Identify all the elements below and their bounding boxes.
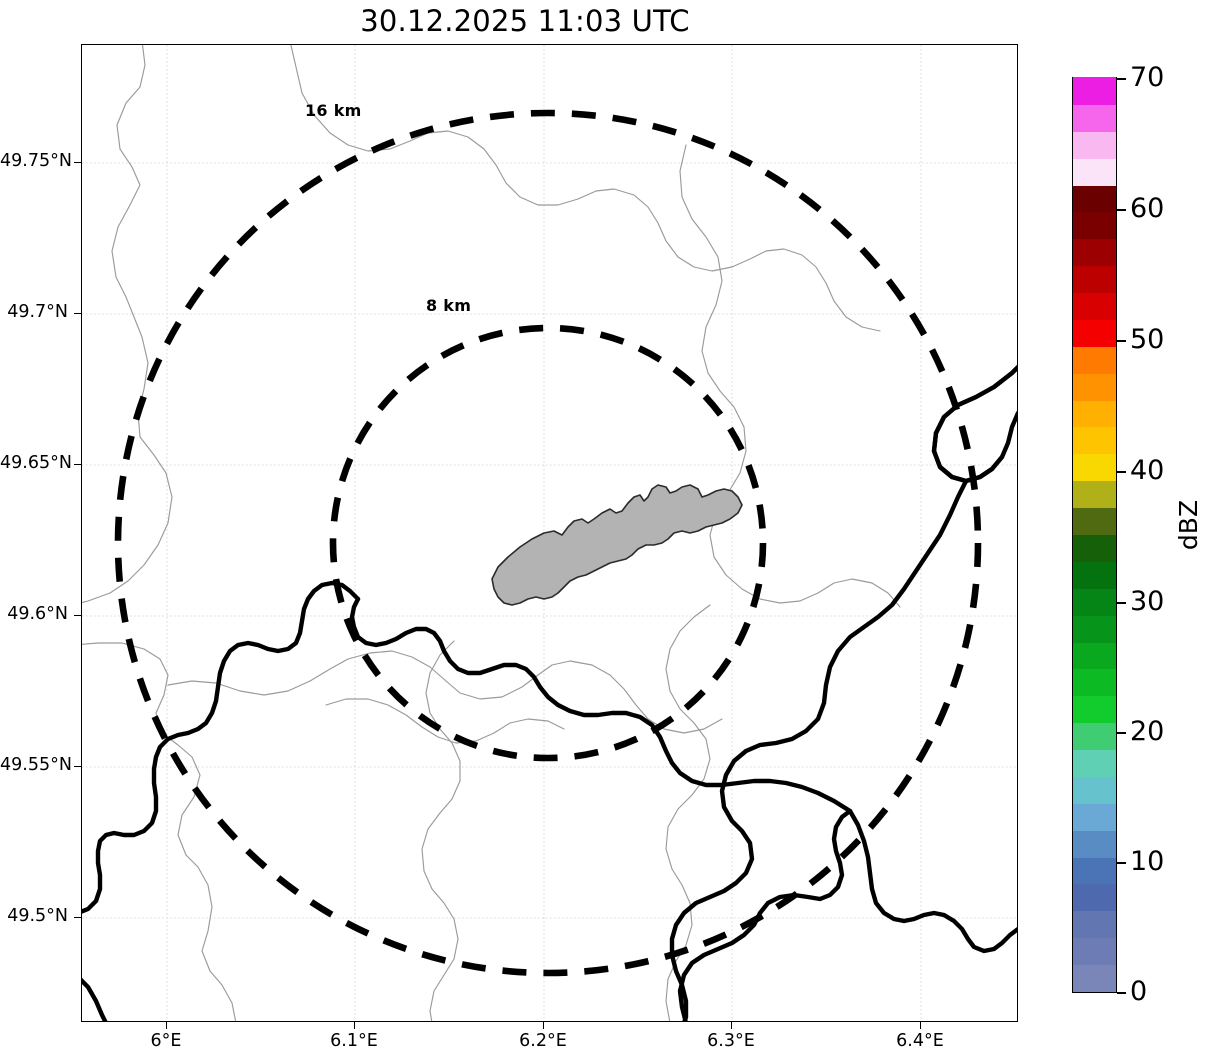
colorbar-tick-40: [1117, 471, 1126, 473]
colorbar-band: [1073, 561, 1116, 589]
colorbar-band: [1073, 749, 1116, 777]
colorbar-tick-50: [1117, 340, 1126, 342]
range-rings: [114, 109, 982, 977]
colorbar-tick-label-20: 20: [1130, 716, 1165, 747]
city-area-polygon: [491, 484, 743, 606]
colorbar-axis-label: dBZ: [1173, 499, 1203, 551]
y-tick-mark-49.5: [74, 916, 81, 919]
colorbar-band: [1073, 937, 1116, 966]
x-tick-mark-6.2: [542, 1022, 545, 1029]
colorbar-band: [1073, 265, 1116, 294]
colorbar-band: [1073, 184, 1116, 213]
colorbar-band: [1073, 722, 1116, 751]
y-tick-label-49.75: 49.75°N: [0, 151, 72, 171]
y-tick-mark-49.75: [74, 161, 81, 164]
colorbar-band: [1073, 373, 1116, 401]
colorbar-tick-20: [1117, 732, 1126, 734]
x-tick-label-6: 6°E: [150, 1031, 182, 1051]
range-ring-label-16km: 16 km: [305, 101, 362, 120]
colorbar-band: [1073, 857, 1116, 885]
colorbar-tick-70: [1117, 78, 1126, 80]
district-boundaries: [82, 45, 901, 1021]
y-tick-label-49.7: 49.7°N: [7, 302, 68, 322]
colorbar-band: [1073, 346, 1116, 374]
colorbar[interactable]: [1072, 77, 1117, 993]
colorbar-tick-0: [1117, 992, 1126, 994]
radar-map-plot[interactable]: 16 km 8 km: [81, 44, 1018, 1022]
colorbar-band: [1073, 776, 1116, 804]
colorbar-tick-label-70: 70: [1130, 62, 1165, 93]
y-tick-label-49.65: 49.65°N: [0, 453, 72, 473]
colorbar-band: [1073, 615, 1116, 643]
page-title: 30.12.2025 11:03 UTC: [360, 4, 690, 38]
colorbar-band: [1073, 426, 1116, 455]
colorbar-band: [1073, 480, 1116, 509]
colorbar-band: [1073, 695, 1116, 724]
range-ring-8km: [329, 324, 767, 762]
y-tick-label-49.55: 49.55°N: [0, 755, 72, 775]
colorbar-band: [1073, 803, 1116, 831]
x-tick-label-6.2: 6.2°E: [519, 1031, 567, 1051]
colorbar-band: [1073, 292, 1116, 320]
range-ring-16km: [114, 109, 982, 977]
y-tick-mark-49.7: [74, 312, 81, 315]
y-tick-mark-49.6: [74, 614, 81, 617]
colorbar-tick-label-0: 0: [1130, 976, 1148, 1007]
colorbar-band: [1073, 131, 1116, 159]
colorbar-band: [1073, 910, 1116, 939]
colorbar-band: [1073, 319, 1116, 347]
colorbar-band: [1073, 211, 1116, 240]
colorbar-tick-30: [1117, 602, 1126, 604]
x-tick-label-6.1: 6.1°E: [330, 1031, 378, 1051]
colorbar-tick-10: [1117, 862, 1126, 864]
x-tick-mark-6: [165, 1022, 168, 1029]
colorbar-tick-label-40: 40: [1130, 455, 1165, 486]
x-tick-mark-6.3: [730, 1022, 733, 1029]
colorbar-band: [1073, 534, 1116, 562]
colorbar-band: [1073, 964, 1116, 992]
colorbar-band: [1073, 883, 1116, 912]
colorbar-band: [1073, 507, 1116, 535]
x-tick-mark-6.1: [353, 1022, 356, 1029]
colorbar-band: [1073, 238, 1116, 267]
colorbar-band: [1073, 104, 1116, 132]
colorbar-band: [1073, 77, 1116, 105]
colorbar-tick-label-60: 60: [1130, 193, 1165, 224]
colorbar-tick-label-10: 10: [1130, 846, 1165, 877]
colorbar-tick-label-30: 30: [1130, 586, 1165, 617]
colorbar-band: [1073, 400, 1116, 428]
map-canvas: [82, 45, 1017, 1021]
colorbar-band: [1073, 830, 1116, 858]
y-tick-label-49.6: 49.6°N: [7, 604, 68, 624]
x-tick-mark-6.4: [919, 1022, 922, 1029]
range-ring-label-8km: 8 km: [426, 296, 472, 315]
colorbar-tick-60: [1117, 209, 1126, 211]
colorbar-tick-label-50: 50: [1130, 324, 1165, 355]
colorbar-band: [1073, 158, 1116, 186]
y-tick-label-49.5: 49.5°N: [7, 906, 68, 926]
colorbar-band: [1073, 453, 1116, 482]
x-tick-label-6.3: 6.3°E: [707, 1031, 755, 1051]
colorbar-band: [1073, 668, 1116, 697]
national-border: [82, 364, 1017, 1021]
y-tick-mark-49.65: [74, 463, 81, 466]
x-tick-label-6.4: 6.4°E: [896, 1031, 944, 1051]
y-tick-mark-49.55: [74, 765, 81, 768]
colorbar-band: [1073, 588, 1116, 616]
colorbar-band: [1073, 641, 1116, 670]
